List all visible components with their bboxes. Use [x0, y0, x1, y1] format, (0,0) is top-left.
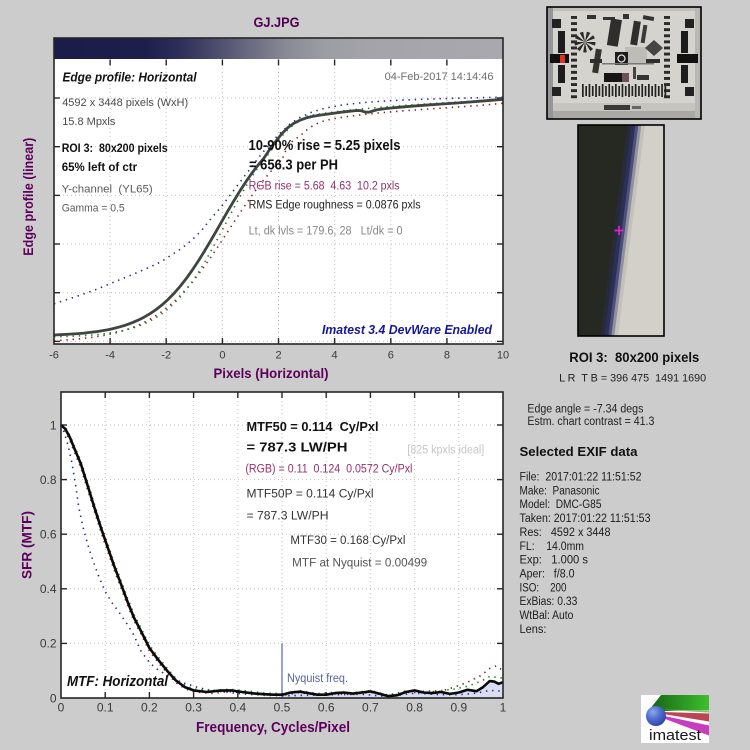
svg-text:Estm. chart contrast = 41.3: Estm. chart contrast = 41.3 [527, 416, 654, 428]
svg-text:[825 kpxls ideal]: [825 kpxls ideal] [407, 445, 484, 457]
svg-text:MTF50P = 0.114 Cy/Pxl: MTF50P = 0.114 Cy/Pxl [247, 488, 374, 500]
svg-text:MTF: Horizontal: MTF: Horizontal [67, 674, 169, 690]
svg-text:ROI 3: 80x200 pixels: ROI 3: 80x200 pixels [569, 350, 699, 365]
svg-text:Res: 4592 x 3448: Res: 4592 x 3448 [520, 527, 611, 539]
svg-text:Exp: 1.000 s: Exp: 1.000 s [520, 555, 589, 567]
svg-text:2: 2 [275, 350, 281, 362]
svg-text:= 787.3 LW/PH: = 787.3 LW/PH [247, 440, 348, 455]
svg-text:4592 x 3448 pixels (WxH): 4592 x 3448 pixels (WxH) [62, 97, 188, 109]
svg-text:MTF30 = 0.168 Cy/Pxl: MTF30 = 0.168 Cy/Pxl [290, 535, 405, 547]
svg-text:GJ.JPG: GJ.JPG [254, 14, 300, 30]
svg-text:WtBal: Auto: WtBal: Auto [520, 610, 574, 622]
svg-text:Edge profile: Horizontal: Edge profile: Horizontal [63, 71, 197, 85]
svg-text:Frequency, Cycles/Pixel: Frequency, Cycles/Pixel [196, 720, 350, 736]
svg-text:MTF50 = 0.114 Cy/Pxl: MTF50 = 0.114 Cy/Pxl [247, 419, 379, 434]
svg-text:8: 8 [444, 350, 450, 362]
svg-text:ExBias: 0.33: ExBias: 0.33 [520, 596, 578, 608]
svg-text:6: 6 [388, 350, 394, 362]
svg-text:0.8: 0.8 [40, 473, 57, 487]
svg-text:0.2: 0.2 [40, 637, 57, 651]
svg-text:ISO: 200: ISO: 200 [520, 582, 567, 594]
svg-text:= 787.3 LW/PH: = 787.3 LW/PH [247, 511, 329, 523]
svg-text:Taken: 2017:01:22 11:51:53: Taken: 2017:01:22 11:51:53 [520, 513, 651, 525]
svg-text:0: 0 [58, 701, 65, 715]
svg-text:15.8 Mpxls: 15.8 Mpxls [62, 116, 116, 128]
svg-text:Model: DMC-G85: Model: DMC-G85 [520, 499, 602, 511]
svg-text:Gamma = 0.5: Gamma = 0.5 [62, 203, 125, 215]
svg-text:0.8: 0.8 [406, 701, 423, 715]
svg-text:Pixels (Horizontal): Pixels (Horizontal) [214, 365, 329, 381]
svg-text:-4: -4 [105, 350, 115, 362]
svg-text:Lt, dk lvls = 179.6, 28 Lt/d: Lt, dk lvls = 179.6, 28 Lt/dk = 0 [249, 226, 403, 238]
svg-text:0: 0 [50, 691, 57, 705]
svg-text:MTF at Nyquist = 0.00499: MTF at Nyquist = 0.00499 [292, 558, 427, 570]
svg-text:1: 1 [500, 701, 507, 715]
svg-text:(RGB) = 0.11 0.124 0.0572 Cy: (RGB) = 0.11 0.124 0.0572 Cy/Pxl [245, 463, 412, 475]
svg-text:0.6: 0.6 [318, 701, 335, 715]
svg-text:Edge profile (linear): Edge profile (linear) [21, 138, 36, 256]
svg-text:Nyquist freq.: Nyquist freq. [287, 673, 348, 685]
svg-text:FL: 14.0mm: FL: 14.0mm [520, 541, 585, 553]
svg-text:imatest: imatest [649, 727, 702, 744]
svg-text:0: 0 [219, 350, 225, 362]
svg-text:File: 2017:01:22 11:51:52: File: 2017:01:22 11:51:52 [520, 472, 642, 484]
svg-text:Lens:: Lens: [520, 624, 547, 636]
svg-text:1: 1 [50, 418, 57, 432]
svg-text:0.9: 0.9 [450, 701, 467, 715]
svg-text:SFR (MTF): SFR (MTF) [19, 511, 35, 579]
svg-text:RGB rise = 5.68 4.63 10.2 px: RGB rise = 5.68 4.63 10.2 pxls [249, 181, 400, 193]
svg-text:-2: -2 [161, 350, 171, 362]
svg-text:4: 4 [332, 350, 338, 362]
svg-text:65% left of ctr: 65% left of ctr [62, 162, 138, 174]
svg-text:ROI 3: 80x200 pixels: ROI 3: 80x200 pixels [62, 143, 168, 155]
svg-text:= 656.3 per PH: = 656.3 per PH [249, 158, 338, 174]
svg-text:0.1: 0.1 [97, 701, 114, 715]
svg-text:Imatest 3.4 DevWare Enabled: Imatest 3.4 DevWare Enabled [322, 322, 493, 337]
svg-text:0.6: 0.6 [40, 528, 57, 542]
svg-text:04-Feb-2017 14:14:46: 04-Feb-2017 14:14:46 [385, 71, 494, 83]
svg-text:Make: Panasonic: Make: Panasonic [520, 485, 600, 497]
svg-text:Aper: f/8.0: Aper: f/8.0 [520, 569, 575, 581]
svg-text:Selected EXIF data: Selected EXIF data [520, 444, 639, 459]
svg-text:10-90% rise = 5.25 pixels: 10-90% rise = 5.25 pixels [249, 138, 401, 154]
svg-text:RMS Edge roughness = 0.0876 px: RMS Edge roughness = 0.0876 pxls [249, 200, 421, 212]
svg-text:0.2: 0.2 [141, 701, 158, 715]
svg-text:Edge angle = -7.34 degs: Edge angle = -7.34 degs [527, 403, 643, 415]
svg-text:10: 10 [497, 350, 509, 362]
svg-text:0.4: 0.4 [40, 582, 57, 596]
svg-text:0.5: 0.5 [274, 701, 291, 715]
svg-text:L R T B = 396 475 1491 1690: L R T B = 396 475 1491 1690 [559, 372, 706, 384]
svg-text:0.4: 0.4 [229, 701, 246, 715]
svg-text:Y-channel (YL65): Y-channel (YL65) [62, 184, 153, 196]
svg-text:0.3: 0.3 [185, 701, 202, 715]
svg-text:0.7: 0.7 [362, 701, 379, 715]
svg-text:-6: -6 [49, 350, 59, 362]
